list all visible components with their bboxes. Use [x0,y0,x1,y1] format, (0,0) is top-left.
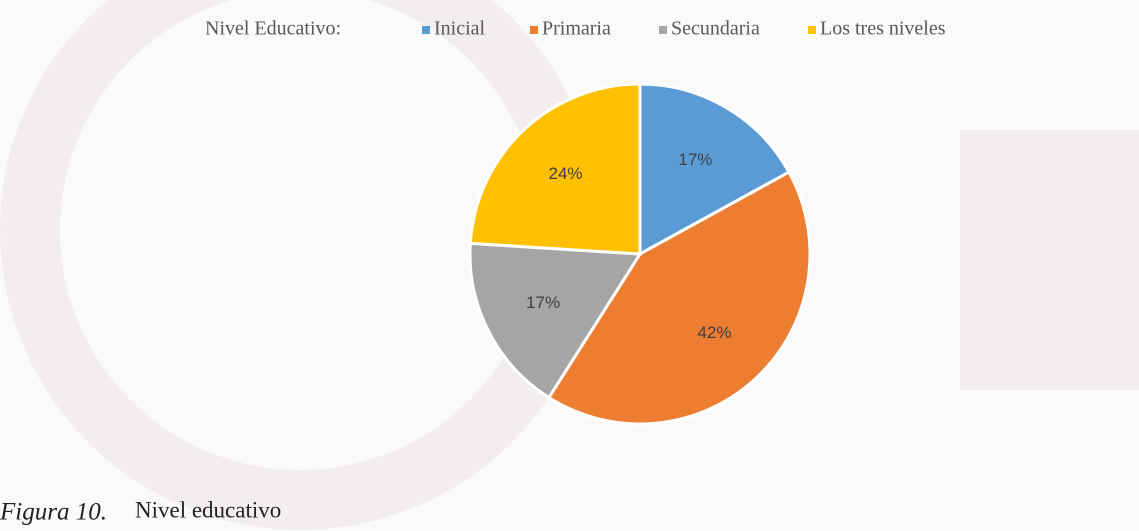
legend-marker [422,26,430,34]
pie-slice [468,241,643,400]
legend-label: Primaria [542,18,611,40]
data-label: 42% [697,323,731,342]
legend-label: Los tres niveles [820,18,946,40]
legend-marker [530,26,538,34]
pie-slice [638,82,792,257]
data-label: 24% [549,164,583,183]
caption-label: Figura 10. [0,499,107,526]
legend-label: Inicial [434,18,486,40]
data-label: 17% [526,293,560,312]
legend-label: Secundaria [671,18,760,40]
legend-marker [659,26,667,34]
pie-slice [468,82,642,256]
legend-marker [808,26,816,34]
pie-slice [546,170,812,426]
caption-text: Nivel educativo [135,497,281,522]
data-label: 17% [678,150,712,169]
legend-title: Nivel Educativo: [205,18,341,40]
